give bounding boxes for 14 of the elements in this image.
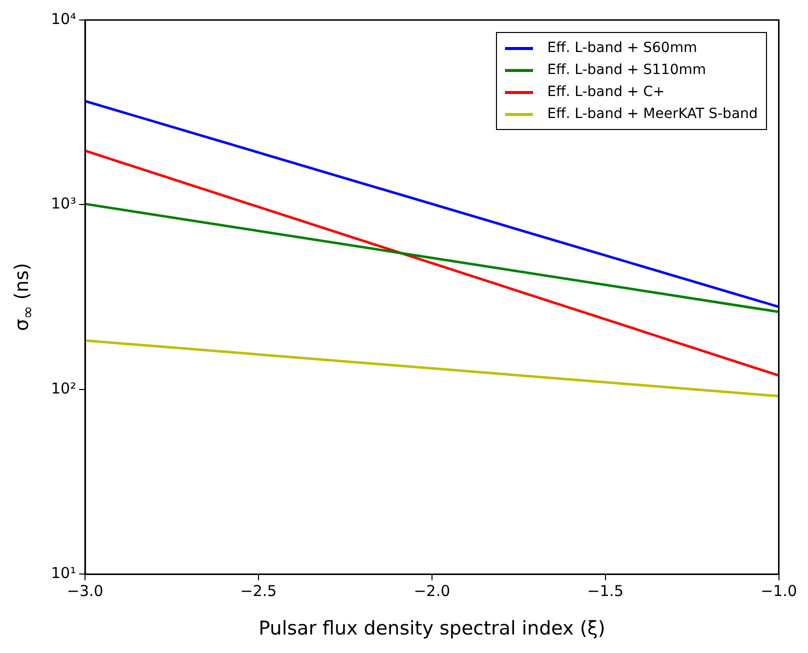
x-tick-label: −2.0 <box>414 582 450 600</box>
legend-label: Eff. L-band + S60mm <box>547 39 698 58</box>
y-tick-label: 10⁴ <box>50 10 76 28</box>
x-tick-label: −3.0 <box>66 582 104 600</box>
y-tick-label: 10¹ <box>50 564 76 582</box>
y-tick-label: 10² <box>50 379 76 398</box>
x-tick-label: −2.5 <box>240 582 277 600</box>
x-tick-label: −1.5 <box>587 582 624 600</box>
y-tick-label: 10³ <box>50 194 76 213</box>
x-axis-title: Pulsar flux density spectral index (ξ) <box>258 618 606 640</box>
legend-label: Eff. L-band + S110mm <box>547 61 706 80</box>
legend-label: Eff. L-band + C+ <box>547 83 665 102</box>
x-tick-label: −1.0 <box>760 582 798 600</box>
legend-label: Eff. L-band + MeerKAT S-band <box>547 105 758 124</box>
